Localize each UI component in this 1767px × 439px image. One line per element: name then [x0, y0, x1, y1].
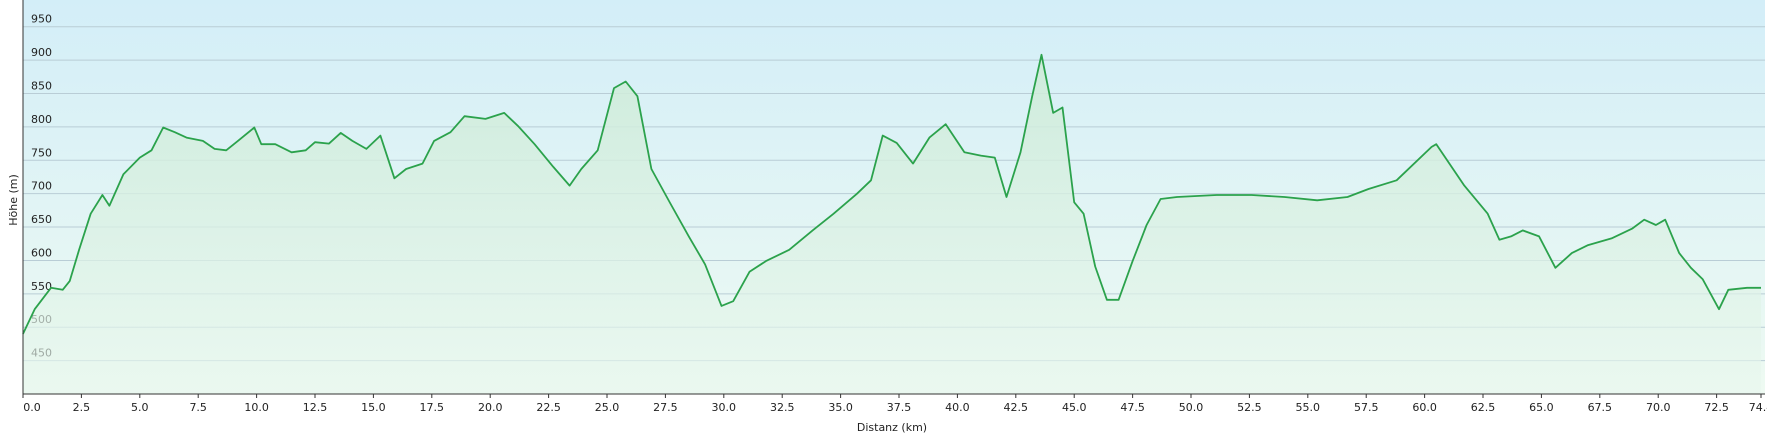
x-tick-label: 5.0	[131, 401, 149, 414]
y-tick-label: 900	[31, 46, 52, 59]
x-tick-label: 0.0	[23, 401, 41, 414]
x-tick-label: 55.0	[1296, 401, 1321, 414]
x-tick-label: 37.5	[887, 401, 912, 414]
y-axis-title: Höhe (m)	[7, 174, 20, 226]
y-tick-label: 650	[31, 213, 52, 226]
x-tick-label: 57.5	[1354, 401, 1379, 414]
x-tick-label: 20.0	[478, 401, 503, 414]
x-tick-label: 62.5	[1471, 401, 1496, 414]
x-tick-label: 72.5	[1704, 401, 1729, 414]
y-tick-label: 600	[31, 246, 52, 259]
x-tick-label: 47.5	[1120, 401, 1145, 414]
x-tick-label: 12.5	[303, 401, 328, 414]
x-tick-label: 2.5	[73, 401, 91, 414]
y-tick-label: 800	[31, 113, 52, 126]
x-tick-label: 32.5	[770, 401, 795, 414]
x-tick-label: 65.0	[1529, 401, 1554, 414]
x-tick-label: 30.0	[712, 401, 737, 414]
x-tick-label: 45.0	[1062, 401, 1087, 414]
elevation-line	[22, 53, 1761, 335]
x-tick-label: 40.0	[945, 401, 970, 414]
x-axis-title: Distanz (km)	[857, 421, 927, 434]
y-tick-label: 750	[31, 146, 52, 159]
y-tick-label: 550	[31, 280, 52, 293]
x-tick-label: 67.5	[1588, 401, 1613, 414]
x-tick-label: 25.0	[595, 401, 620, 414]
x-tick-label: 74.4	[1749, 401, 1767, 414]
x-tick-label: 7.5	[189, 401, 207, 414]
x-tick-label: 15.0	[361, 401, 386, 414]
x-tick-label: 70.0	[1646, 401, 1671, 414]
x-tick-label: 52.5	[1237, 401, 1262, 414]
y-tick-label: 850	[31, 79, 52, 92]
x-tick-label: 50.0	[1179, 401, 1204, 414]
x-tick-label: 60.0	[1412, 401, 1437, 414]
y-tick-label: 950	[31, 13, 52, 26]
x-tick-label: 42.5	[1004, 401, 1029, 414]
x-tick-label: 35.0	[828, 401, 853, 414]
x-tick-label: 27.5	[653, 401, 678, 414]
y-tick-label: 700	[31, 180, 52, 193]
x-tick-label: 10.0	[244, 401, 269, 414]
area-fill	[23, 54, 1761, 395]
x-tick-label: 17.5	[420, 401, 445, 414]
x-tick-label: 22.5	[536, 401, 561, 414]
